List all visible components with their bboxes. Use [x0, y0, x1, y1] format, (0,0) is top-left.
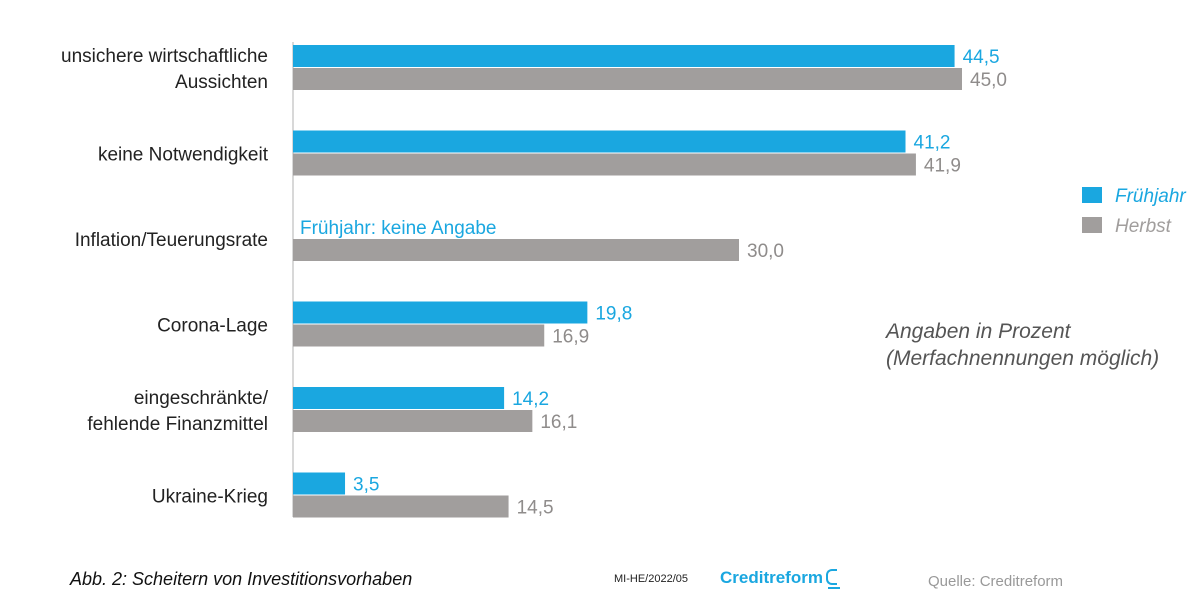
chart-note: Angaben in Prozent (Merfachnennungen mög…: [886, 318, 1159, 372]
data-label: 30,0: [747, 241, 784, 262]
bar-fruehjahr: [293, 472, 346, 495]
data-label: 16,9: [552, 327, 589, 348]
document-code: MI-HE/2022/05: [614, 573, 688, 585]
creditreform-logo: Creditreform: [720, 568, 840, 589]
bar-fruehjahr: [293, 387, 505, 409]
data-label: 3,5: [353, 475, 379, 496]
category-label: Inflation/Teuerungsrate: [75, 230, 268, 251]
category-label: keine Notwendigkeit: [98, 145, 269, 166]
bar-herbst: [293, 153, 916, 176]
legend-swatch: [1082, 217, 1102, 233]
bar-herbst: [293, 410, 533, 432]
data-label: 41,2: [914, 133, 951, 154]
bar-fruehjahr: [293, 45, 955, 67]
bar-fruehjahr: [293, 130, 906, 153]
data-label: 19,8: [595, 304, 632, 325]
source-note: Quelle: Creditreform: [928, 573, 1064, 590]
bar-herbst: [293, 239, 739, 261]
category-label: fehlende Finanzmittel: [87, 414, 268, 435]
bar-fruehjahr: [293, 301, 588, 324]
category-label: Corona-Lage: [157, 316, 268, 337]
bar-herbst: [293, 324, 545, 347]
data-label: 41,9: [924, 156, 961, 177]
creditreform-logo-icon: [825, 569, 840, 589]
category-label: Ukraine-Krieg: [152, 487, 268, 508]
legend-swatch: [1082, 187, 1102, 203]
legend-label: Frühjahr: [1115, 186, 1186, 207]
bar-herbst: [293, 68, 962, 90]
data-label: 14,5: [517, 498, 554, 519]
legend-label: Herbst: [1115, 216, 1172, 237]
category-label: eingeschränkte/: [134, 388, 269, 409]
no-data-annotation: Frühjahr: keine Angabe: [300, 218, 496, 239]
bar-chart: unsichere wirtschaftlicheAussichten44,54…: [61, 42, 1186, 519]
note-line-2: (Merfachnennungen möglich): [886, 347, 1160, 370]
data-label: 44,5: [963, 47, 1000, 68]
data-label: 45,0: [970, 70, 1007, 91]
figure-caption: Abb. 2: Scheitern von Investitionsvorhab…: [70, 569, 413, 589]
data-label: 14,2: [512, 389, 549, 410]
brand-name: Creditreform: [720, 568, 823, 587]
category-label: unsichere wirtschaftliche: [61, 46, 268, 67]
data-label: 16,1: [540, 412, 577, 433]
bar-herbst: [293, 495, 509, 518]
category-label: Aussichten: [175, 72, 268, 93]
note-line-1: Angaben in Prozent: [886, 320, 1071, 343]
